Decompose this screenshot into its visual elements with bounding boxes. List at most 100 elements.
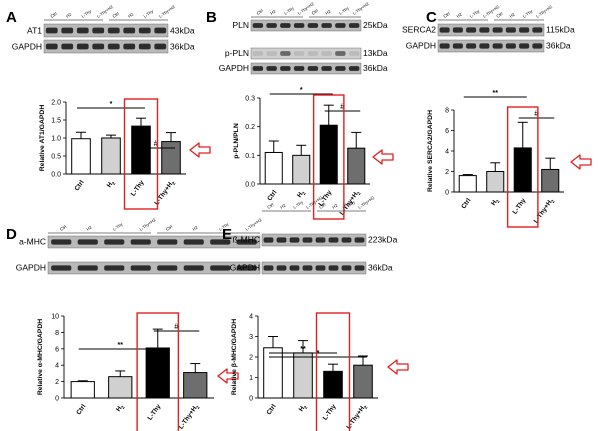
blot-band	[77, 265, 98, 271]
y-axis-label: Relative β-MHC/GAPDH	[231, 319, 238, 395]
y-tick-label: 4	[249, 314, 253, 321]
significance-label: **	[300, 346, 306, 353]
lane-label: Ctrl	[111, 11, 119, 19]
lane-label: L-Thy	[283, 5, 295, 16]
arrow-icon	[570, 154, 592, 170]
blot-band	[76, 43, 89, 50]
blot-band	[210, 239, 231, 245]
lane-label: H2	[456, 11, 464, 19]
y-tick-label: 0.3	[245, 96, 255, 103]
lane-label: L-Thy	[292, 199, 304, 210]
panel-d: D Ctrl H2 L-Thy L-Thy+H2 Ctrl H2 L-Thy L-Thy+H2 a…	[6, 217, 292, 431]
arrow-icon	[217, 368, 239, 384]
blot-band	[138, 27, 151, 34]
blot-band	[51, 265, 72, 271]
bar	[347, 147, 366, 185]
x-tick-label: H2​	[106, 179, 117, 190]
bar-chart: 0 2 4 6 8 10 Relative α-MHC/GAPDH Ctrl H2​ L-Thy L…	[37, 312, 239, 431]
blot-size-label: 36kDa	[170, 41, 195, 51]
y-tick-label: 6	[55, 346, 59, 353]
lane-label: L-Thy+H2	[244, 217, 263, 232]
panel-letter: C	[426, 9, 437, 26]
y-tick-label: 0	[445, 190, 449, 197]
y-tick-label: 2	[55, 379, 59, 386]
bar	[541, 168, 560, 193]
blot-band	[276, 265, 287, 271]
blot-band	[532, 27, 543, 33]
blot-band	[335, 23, 346, 28]
blot-band	[183, 239, 204, 245]
blot-band	[266, 23, 277, 28]
x-tick-label: L-Thy	[130, 179, 146, 198]
blot-band	[452, 27, 463, 33]
y-tick-label: 0	[249, 396, 253, 403]
blot-band	[157, 239, 178, 245]
blot-band	[505, 43, 516, 49]
blot-band	[276, 237, 287, 243]
x-tick-label: H2​	[490, 197, 501, 208]
bar	[319, 124, 338, 185]
blot-size-label: 223kDa	[368, 235, 398, 245]
blot-protein-label: GAPDH	[230, 263, 260, 273]
blot-band	[348, 51, 360, 56]
bar	[70, 381, 95, 399]
blot-size-label: 36kDa	[368, 263, 393, 273]
y-tick-label: 6	[445, 128, 449, 135]
bar-chart: 0.0 0.5 1.0 1.5 2.0 Relative AT1/GAPDH Ctrl H2​…	[39, 98, 211, 210]
y-tick-label: 1.5	[51, 118, 61, 125]
lane-label: L-Thy	[80, 8, 92, 19]
bar	[264, 151, 283, 185]
significance-label: **	[493, 90, 499, 97]
y-tick-label: 0.1	[245, 153, 255, 160]
blot-band	[532, 43, 543, 49]
bar	[353, 364, 373, 399]
blot-band	[76, 27, 89, 34]
blot-band	[236, 265, 257, 271]
blot-protein-label: ß-MHC	[233, 235, 260, 245]
blot-band	[157, 265, 178, 271]
blot-band	[439, 27, 450, 33]
x-tick-label: L-Thy	[512, 197, 528, 216]
lane-label: H2	[279, 202, 287, 210]
y-tick-label: 1.0	[51, 136, 61, 143]
blot-strip	[250, 62, 362, 75]
bar	[513, 147, 532, 193]
blot-band	[92, 43, 105, 50]
lane-label: L-Thy+H2	[357, 195, 376, 210]
y-tick-label: 2	[445, 169, 449, 176]
y-tick-label: 4	[445, 149, 449, 156]
bar	[263, 347, 283, 399]
blot-strip	[47, 235, 261, 249]
blot-band	[302, 265, 313, 271]
lane-label: L-Thy	[112, 221, 124, 232]
blot-band	[307, 23, 319, 28]
blot-protein-label: GAPDH	[12, 41, 42, 51]
blot-band	[354, 265, 365, 271]
blot-band	[104, 239, 125, 245]
blot-band	[138, 43, 151, 50]
x-tick-label: L-Thy+H2​	[178, 403, 201, 431]
blot-band	[61, 27, 74, 34]
blot-strip	[261, 261, 367, 275]
blot-band	[130, 265, 151, 271]
lane-label: L-Thy	[469, 8, 481, 19]
blot-size-label: 43kDa	[170, 25, 195, 35]
blot-strip	[43, 23, 169, 38]
lane-label: H2	[324, 8, 332, 16]
blot-band	[492, 43, 503, 49]
blot-band	[321, 51, 332, 56]
blot-band	[263, 237, 274, 243]
y-tick-label: 0	[55, 396, 59, 403]
blot-band	[348, 23, 360, 28]
bar	[183, 372, 208, 399]
y-tick-label: 1	[249, 375, 253, 382]
blot-band	[130, 239, 151, 245]
lane-label: Ctrl	[49, 11, 57, 19]
significance-label: #	[340, 102, 345, 111]
blot-band	[293, 51, 305, 56]
